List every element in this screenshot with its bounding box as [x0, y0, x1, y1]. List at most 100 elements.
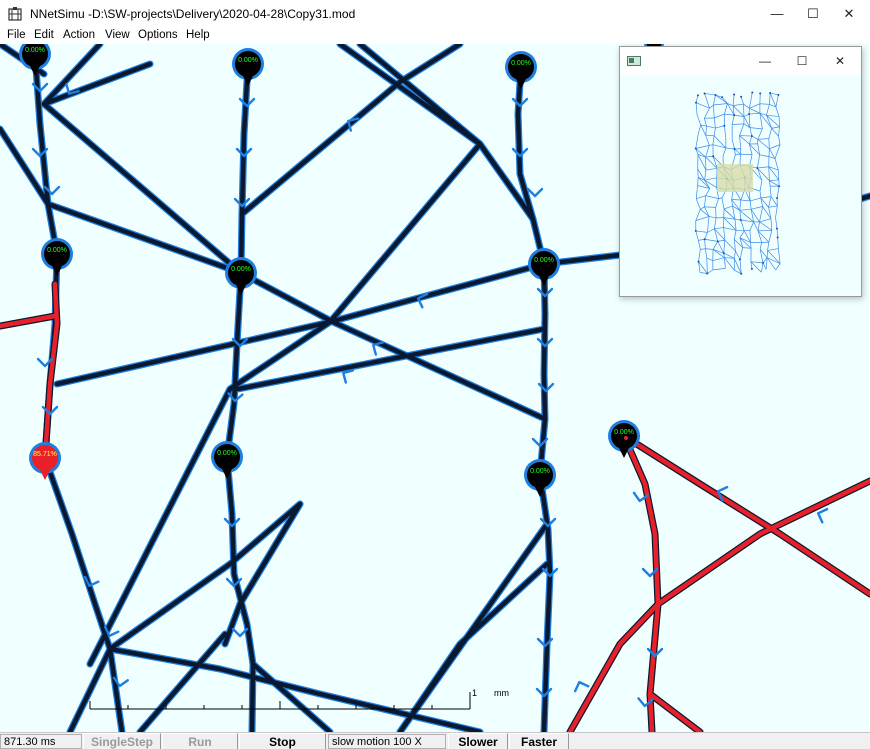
direction-arrow — [235, 147, 253, 158]
menu-action[interactable]: Action — [63, 29, 95, 41]
overview-minimize-button[interactable]: — — [759, 54, 771, 68]
neuron-node[interactable]: 0.00% — [225, 257, 257, 295]
neuron-nodes: 0.00% 0.00% 0.00% 0.00% 0.00% 0.00% 85.71% 0.00… — [19, 44, 665, 497]
neuron-activity-label: 0.00% — [47, 247, 67, 254]
direction-arrow — [83, 575, 100, 588]
axon — [397, 561, 550, 732]
neuron-activity-label: 0.00% — [614, 429, 634, 436]
maximize-button[interactable]: ☐ — [807, 6, 819, 21]
close-button[interactable]: ✕ — [843, 6, 855, 21]
overview-map[interactable] — [620, 75, 861, 296]
overview-maximize-button[interactable]: ☐ — [796, 54, 808, 68]
direction-arrow — [112, 676, 129, 688]
direction-arrow — [646, 647, 664, 658]
minimize-button[interactable]: — — [770, 6, 784, 21]
axon — [137, 631, 228, 732]
neuron-node[interactable]: 0.00% — [524, 459, 556, 497]
direction-arrow — [416, 292, 429, 309]
axon-edge — [654, 477, 870, 608]
axon — [250, 661, 333, 732]
axon — [67, 646, 113, 732]
axon — [239, 44, 463, 217]
direction-arrow — [223, 517, 241, 528]
axon-edge — [41, 454, 126, 732]
axon-active — [621, 433, 870, 597]
axon — [235, 326, 547, 392]
direction-arrow — [372, 341, 385, 356]
axon-active — [647, 691, 703, 732]
neuron-node[interactable]: 0.00% — [41, 238, 73, 276]
direction-arrow — [536, 287, 554, 298]
menu-edit[interactable]: Edit — [34, 29, 54, 41]
direction-arrow — [103, 625, 120, 638]
direction-arrow — [31, 82, 49, 93]
neuron-activity-label: 0.00% — [238, 57, 258, 64]
direction-arrow — [231, 627, 249, 638]
direction-arrow — [65, 82, 80, 95]
app-icon — [8, 7, 22, 21]
axon — [41, 101, 548, 422]
axon — [337, 44, 483, 147]
neuron-activity-label: 0.00% — [25, 47, 45, 54]
faster-button[interactable]: Faster — [509, 733, 569, 749]
overview-icon — [627, 56, 641, 66]
direction-arrow — [347, 117, 360, 132]
neuron-activity-label: 0.00% — [217, 450, 237, 457]
single-step-button[interactable]: SingleStep — [83, 733, 161, 749]
overview-window[interactable]: — ☐ ✕ — [619, 46, 862, 297]
direction-arrow — [716, 485, 729, 502]
direction-arrow — [233, 197, 251, 208]
axon — [41, 61, 153, 107]
stop-button[interactable]: Stop — [239, 733, 326, 749]
run-button[interactable]: Run — [162, 733, 238, 749]
direction-arrow — [238, 97, 256, 108]
axon-active — [0, 313, 58, 329]
direction-arrow — [641, 567, 659, 578]
axon-edge — [86, 140, 537, 668]
network-svg[interactable]: 0.00% 0.00% 0.00% 0.00% 0.00% 0.00% 85.71% 0.00… — [0, 44, 870, 732]
direction-arrow — [535, 687, 553, 698]
direction-arrow — [816, 507, 829, 524]
menu-help[interactable]: Help — [186, 29, 210, 41]
direction-arrow — [526, 187, 544, 198]
axon — [45, 201, 244, 276]
direction-arrow — [531, 437, 549, 448]
overview-viewport[interactable] — [717, 164, 753, 192]
neuron-activity-label: 0.00% — [534, 257, 554, 264]
neuron-node[interactable]: 0.00% — [505, 51, 537, 89]
direction-arrow — [511, 97, 529, 108]
axon — [537, 261, 548, 478]
direction-arrow — [541, 567, 559, 578]
axon — [107, 501, 303, 652]
direction-arrow — [573, 680, 590, 693]
direction-arrow — [632, 491, 649, 503]
menu-options[interactable]: Options — [138, 29, 178, 41]
time-readout: 871.30 ms — [0, 734, 82, 749]
direction-arrow — [536, 337, 554, 348]
status-bar: 871.30 ms SingleStep Run Stop slow motio… — [0, 732, 870, 749]
direction-arrow — [637, 697, 654, 708]
axon-active — [567, 601, 661, 732]
overview-close-button[interactable]: ✕ — [834, 54, 846, 68]
axon — [238, 61, 251, 276]
neuron-node[interactable]: 0.00% — [211, 441, 243, 479]
neuron-node[interactable]: 0.00% — [19, 44, 51, 76]
signal-arrows — [31, 82, 829, 708]
neuron-activity-label: 85.71% — [33, 451, 57, 458]
scale-bar: 1 mm — [89, 688, 509, 710]
scale-unit: mm — [494, 688, 509, 698]
neuron-node[interactable]: 0.00% — [528, 248, 560, 286]
menu-view[interactable]: View — [105, 29, 130, 41]
window-titlebar[interactable]: NNetSimu -D:\SW-projects\Delivery\2020-0… — [0, 0, 870, 28]
neuron-node[interactable]: 0.00% — [232, 48, 264, 86]
slower-button[interactable]: Slower — [448, 733, 508, 749]
neuron-activity-label: 0.00% — [511, 60, 531, 67]
neuron-node[interactable]: 85.71% — [29, 442, 61, 480]
neuron-node[interactable]: 0.00% — [608, 420, 640, 458]
neuron-activity-label: 0.00% — [530, 468, 550, 475]
neuron-activity-label: 0.00% — [231, 266, 251, 273]
menu-file[interactable]: File — [7, 29, 26, 41]
direction-arrow — [537, 382, 555, 393]
overview-titlebar[interactable]: — ☐ ✕ — [620, 47, 861, 75]
speed-readout: slow motion 100 X — [328, 734, 446, 749]
